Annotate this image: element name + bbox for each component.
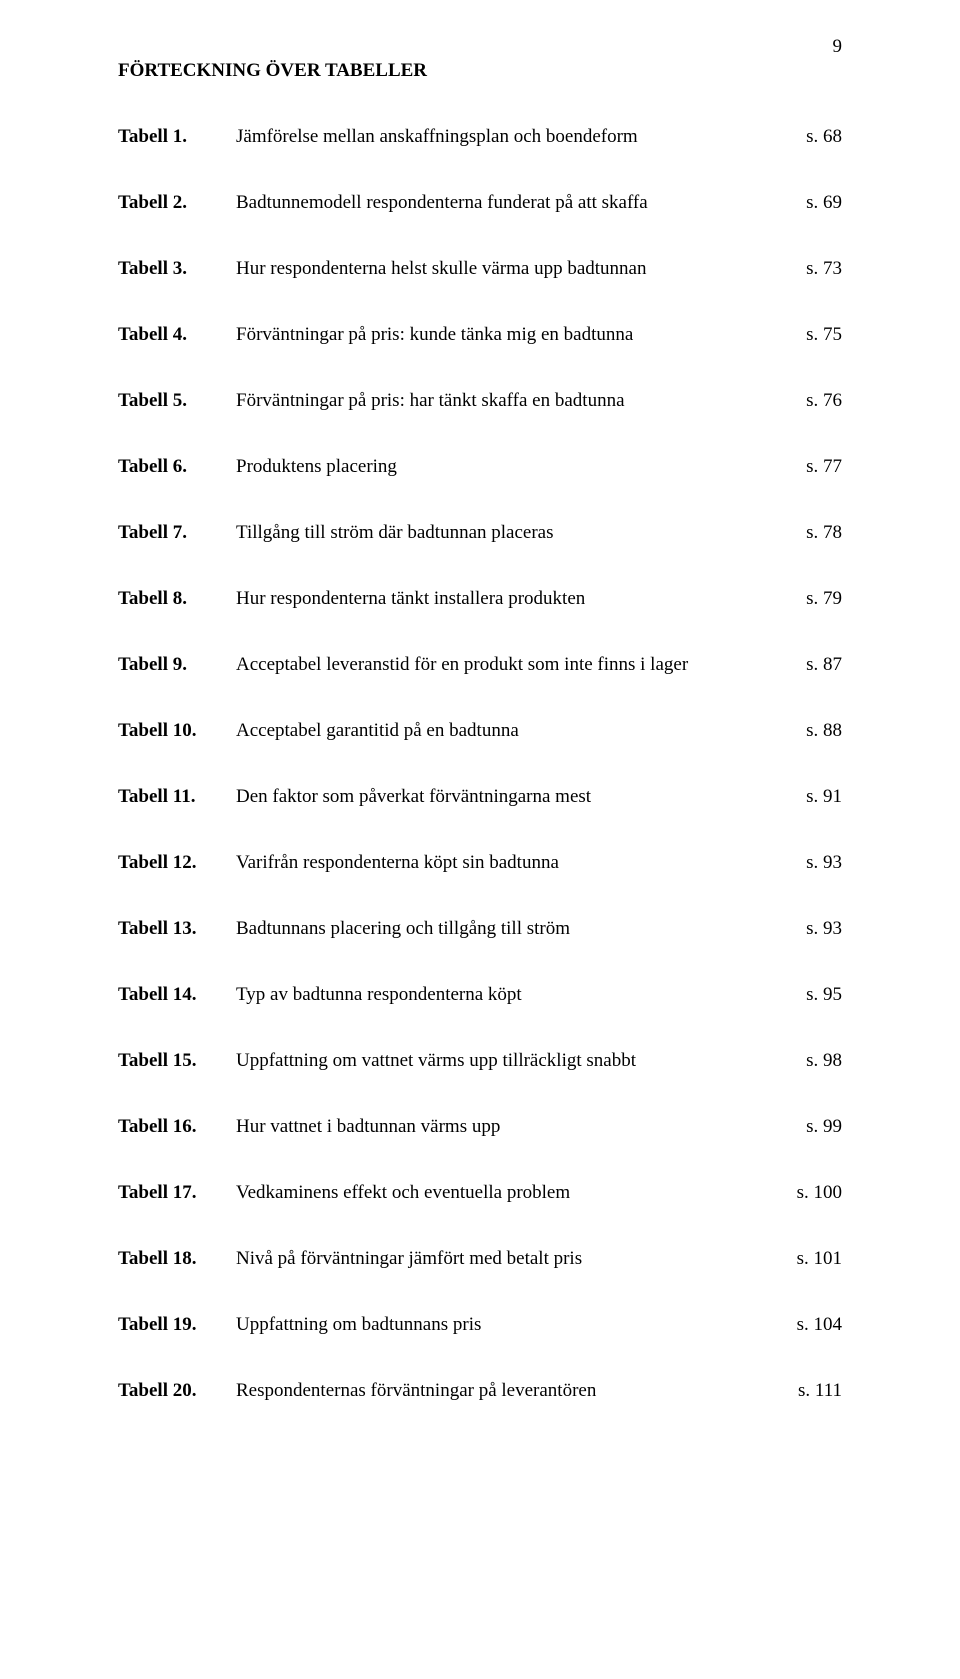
entry-description: Acceptabel garantitid på en badtunna [236, 720, 806, 742]
entry-description: Hur respondenterna helst skulle värma up… [236, 258, 806, 280]
entry-page: s. 93 [806, 918, 842, 940]
entry-page: s. 69 [806, 192, 842, 214]
entry-page: s. 100 [797, 1182, 842, 1204]
entry-label: Tabell 8. [118, 588, 236, 610]
list-item: Tabell 2.Badtunnemodell respondenterna f… [118, 192, 842, 214]
entry-label: Tabell 17. [118, 1182, 236, 1204]
entry-label: Tabell 11. [118, 786, 236, 808]
entry-page: s. 95 [806, 984, 842, 1006]
entry-page: s. 77 [806, 456, 842, 478]
entry-page: s. 93 [806, 852, 842, 874]
entry-description: Förväntningar på pris: kunde tänka mig e… [236, 324, 806, 346]
entry-description: Förväntningar på pris: har tänkt skaffa … [236, 390, 806, 412]
entry-label: Tabell 7. [118, 522, 236, 544]
entry-label: Tabell 9. [118, 654, 236, 676]
entry-label: Tabell 13. [118, 918, 236, 940]
entry-page: s. 98 [806, 1050, 842, 1072]
document-page: 9 FÖRTECKNING ÖVER TABELLER Tabell 1.Jäm… [0, 0, 960, 1679]
entry-label: Tabell 18. [118, 1248, 236, 1270]
list-item: Tabell 11.Den faktor som påverkat förvän… [118, 786, 842, 808]
entry-description: Typ av badtunna respondenterna köpt [236, 984, 806, 1006]
list-item: Tabell 19.Uppfattning om badtunnans pris… [118, 1314, 842, 1336]
entry-description: Vedkaminens effekt och eventuella proble… [236, 1182, 797, 1204]
list-item: Tabell 10.Acceptabel garantitid på en ba… [118, 720, 842, 742]
entry-label: Tabell 15. [118, 1050, 236, 1072]
entry-description: Uppfattning om vattnet värms upp tillräc… [236, 1050, 806, 1072]
entry-label: Tabell 19. [118, 1314, 236, 1336]
entry-description: Hur respondenterna tänkt installera prod… [236, 588, 806, 610]
entry-label: Tabell 2. [118, 192, 236, 214]
list-item: Tabell 13.Badtunnans placering och tillg… [118, 918, 842, 940]
entry-page: s. 79 [806, 588, 842, 610]
entry-page: s. 78 [806, 522, 842, 544]
list-item: Tabell 9.Acceptabel leveranstid för en p… [118, 654, 842, 676]
entry-page: s. 68 [806, 126, 842, 148]
entry-page: s. 88 [806, 720, 842, 742]
entry-page: s. 87 [806, 654, 842, 676]
entry-page: s. 76 [806, 390, 842, 412]
list-item: Tabell 8.Hur respondenterna tänkt instal… [118, 588, 842, 610]
list-item: Tabell 17.Vedkaminens effekt och eventue… [118, 1182, 842, 1204]
list-item: Tabell 1.Jämförelse mellan anskaffningsp… [118, 126, 842, 148]
entry-label: Tabell 1. [118, 126, 236, 148]
entry-page: s. 91 [806, 786, 842, 808]
entry-label: Tabell 16. [118, 1116, 236, 1138]
entry-description: Hur vattnet i badtunnan värms upp [236, 1116, 806, 1138]
page-title: FÖRTECKNING ÖVER TABELLER [118, 60, 842, 82]
list-item: Tabell 3.Hur respondenterna helst skulle… [118, 258, 842, 280]
list-item: Tabell 20.Respondenternas förväntningar … [118, 1380, 842, 1402]
entry-description: Nivå på förväntningar jämfört med betalt… [236, 1248, 797, 1270]
entry-label: Tabell 12. [118, 852, 236, 874]
entry-description: Den faktor som påverkat förväntningarna … [236, 786, 806, 808]
entry-page: s. 101 [797, 1248, 842, 1270]
entry-description: Varifrån respondenterna köpt sin badtunn… [236, 852, 806, 874]
entry-page: s. 99 [806, 1116, 842, 1138]
entry-description: Respondenternas förväntningar på leveran… [236, 1380, 798, 1402]
entry-description: Badtunnemodell respondenterna funderat p… [236, 192, 806, 214]
list-item: Tabell 12.Varifrån respondenterna köpt s… [118, 852, 842, 874]
entry-page: s. 75 [806, 324, 842, 346]
table-of-tables: Tabell 1.Jämförelse mellan anskaffningsp… [118, 126, 842, 1402]
entry-label: Tabell 14. [118, 984, 236, 1006]
list-item: Tabell 6.Produktens placerings. 77 [118, 456, 842, 478]
list-item: Tabell 7.Tillgång till ström där badtunn… [118, 522, 842, 544]
list-item: Tabell 16.Hur vattnet i badtunnan värms … [118, 1116, 842, 1138]
list-item: Tabell 15.Uppfattning om vattnet värms u… [118, 1050, 842, 1072]
list-item: Tabell 4.Förväntningar på pris: kunde tä… [118, 324, 842, 346]
list-item: Tabell 14.Typ av badtunna respondenterna… [118, 984, 842, 1006]
entry-label: Tabell 20. [118, 1380, 236, 1402]
entry-label: Tabell 4. [118, 324, 236, 346]
list-item: Tabell 18.Nivå på förväntningar jämfört … [118, 1248, 842, 1270]
entry-description: Produktens placering [236, 456, 806, 478]
entry-description: Badtunnans placering och tillgång till s… [236, 918, 806, 940]
entry-label: Tabell 3. [118, 258, 236, 280]
entry-description: Acceptabel leveranstid för en produkt so… [236, 654, 806, 676]
entry-description: Uppfattning om badtunnans pris [236, 1314, 797, 1336]
entry-description: Tillgång till ström där badtunnan placer… [236, 522, 806, 544]
entry-label: Tabell 5. [118, 390, 236, 412]
entry-page: s. 73 [806, 258, 842, 280]
entry-description: Jämförelse mellan anskaffningsplan och b… [236, 126, 806, 148]
page-number: 9 [833, 36, 843, 58]
entry-label: Tabell 10. [118, 720, 236, 742]
entry-label: Tabell 6. [118, 456, 236, 478]
entry-page: s. 111 [798, 1380, 842, 1402]
entry-page: s. 104 [797, 1314, 842, 1336]
list-item: Tabell 5.Förväntningar på pris: har tänk… [118, 390, 842, 412]
